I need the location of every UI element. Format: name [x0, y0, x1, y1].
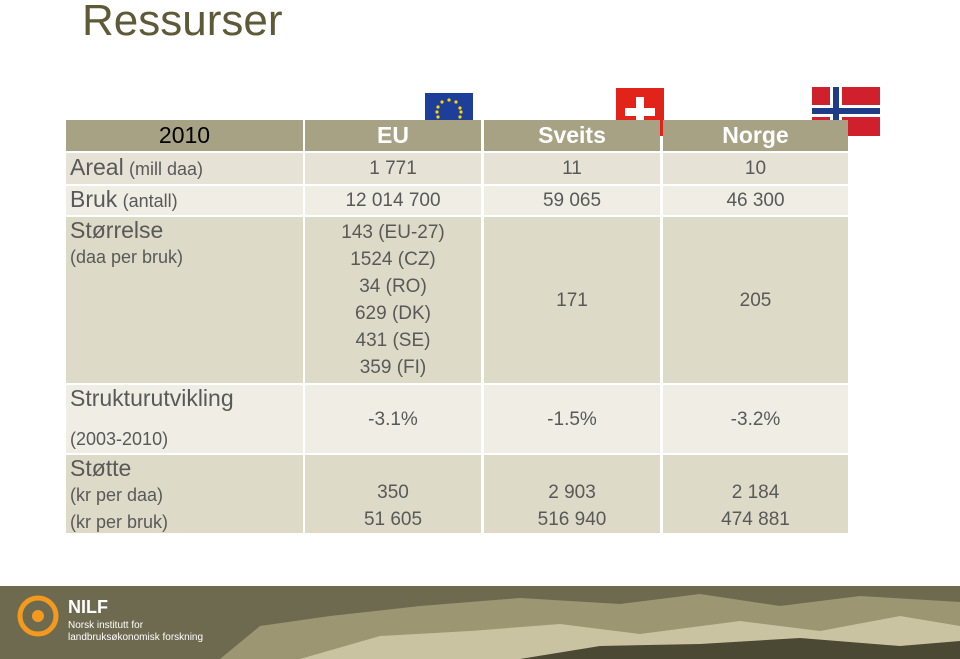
cell-line: -3.1%: [368, 408, 418, 430]
label-line: Bruk (antall): [70, 186, 178, 215]
cell-line: 143 (EU-27): [341, 222, 445, 243]
cell-line: 51 605: [363, 509, 423, 530]
label-note: (kr per daa): [70, 485, 164, 505]
footer-landscape: [0, 586, 960, 659]
label-main: Størrelse: [70, 217, 164, 243]
logo-text: NILF: [68, 597, 108, 617]
table-cell: -1.5%: [484, 385, 660, 453]
header-cell: Sveits: [484, 120, 660, 151]
cell-line: 59 065: [542, 190, 602, 211]
cell-line: 205: [739, 289, 772, 311]
cell-line: 516 940: [537, 509, 607, 530]
label-main: Bruk: [70, 186, 118, 212]
cell-line: 350: [377, 482, 409, 503]
row-label: Areal (mill daa): [66, 153, 303, 184]
table-cell: 10: [663, 153, 848, 184]
table-cell: 171: [484, 217, 660, 383]
cell-line: 2 184: [731, 482, 780, 503]
cell-line: 34 (RO): [359, 276, 427, 297]
logo-line: Norsk institutt for: [68, 620, 144, 631]
label-line: Areal (mill daa): [70, 154, 203, 183]
cell-line: 2 903: [548, 482, 596, 503]
slide-title: Ressurser: [82, 0, 283, 45]
table-cell: -3.2%: [663, 385, 848, 453]
cell-line: 11: [562, 158, 582, 179]
header-cell: EU: [305, 120, 481, 151]
label-note: (antall): [122, 191, 178, 211]
row-label: Strukturutvikling (2003-2010): [66, 385, 303, 453]
cell-line: 10: [744, 158, 767, 179]
header-cell: 2010: [66, 120, 303, 151]
label-note: (mill daa): [128, 159, 203, 179]
table-cell: 59 065: [484, 186, 660, 215]
cell-line: 629 (DK): [354, 303, 432, 324]
label-note: (daa per bruk): [70, 247, 184, 267]
cell-line: 1 771: [369, 158, 417, 179]
label-main: Støtte: [70, 455, 132, 481]
row-label: Størrelse (daa per bruk): [66, 217, 303, 383]
table-cell: 12 014 700: [305, 186, 481, 215]
logo-line: landbruksøkonomisk forskning: [68, 632, 204, 643]
table-cell: 2 903 516 940: [484, 455, 660, 533]
cell-line: 474 881: [721, 509, 790, 530]
table-cell: 46 300: [663, 186, 848, 215]
table-cell: 205: [663, 217, 848, 383]
cell-line: -3.2%: [730, 408, 781, 430]
table-cell: 350 51 605: [305, 455, 481, 533]
cell-line: 46 300: [726, 190, 785, 211]
cell-line: 12 014 700: [345, 190, 441, 211]
label-note: (kr per bruk): [70, 512, 169, 532]
table-cell: -3.1%: [305, 385, 481, 453]
table-cell: 1 771: [305, 153, 481, 184]
table-cell: 11: [484, 153, 660, 184]
cell-line: 1524 (CZ): [350, 249, 436, 270]
logo-subtitle: Norsk institutt for landbruksøkonomisk f…: [68, 620, 203, 644]
row-label: Bruk (antall): [66, 186, 303, 215]
cell-line: 359 (FI): [359, 357, 427, 378]
label-main: Areal: [70, 154, 124, 180]
cell-line: 431 (SE): [355, 330, 431, 351]
label-note: (2003-2010): [70, 429, 169, 449]
row-label: Støtte (kr per daa) (kr per bruk): [66, 455, 303, 533]
table-cell: 2 184 474 881: [663, 455, 848, 533]
table-cell: 143 (EU-27) 1524 (CZ) 34 (RO) 629 (DK) 431 (…: [305, 217, 481, 383]
cell-line: -1.5%: [547, 408, 597, 430]
label-main: Strukturutvikling: [70, 385, 234, 411]
cell-line: 171: [556, 289, 588, 311]
header-cell: Norge: [663, 120, 848, 151]
